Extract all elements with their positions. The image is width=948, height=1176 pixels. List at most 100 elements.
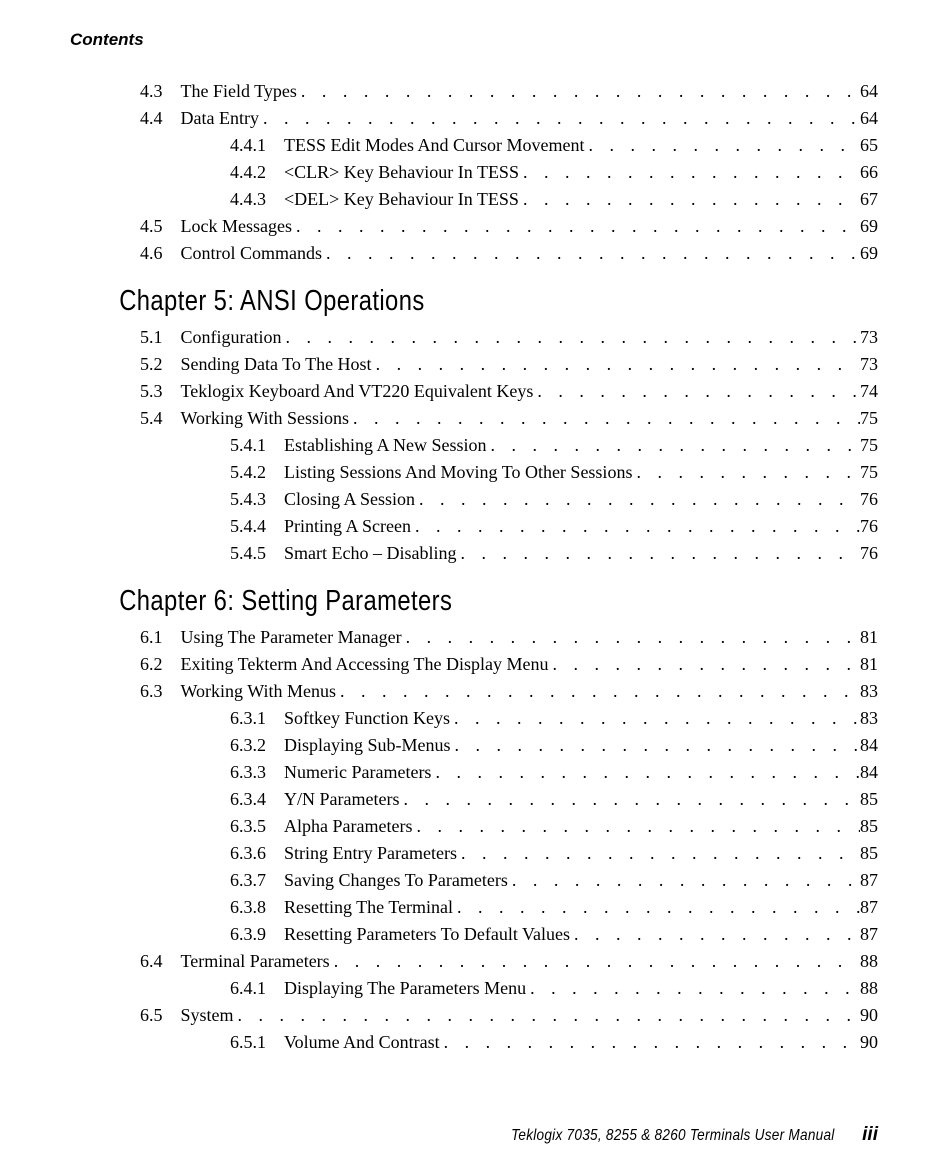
toc-leader-dots — [259, 105, 860, 132]
toc-entry-page: 64 — [860, 78, 878, 105]
toc-entry: 4.4Data Entry64 — [70, 105, 878, 132]
toc-entry: 5.1Configuration 73 — [70, 324, 878, 351]
toc-entry-page: 87 — [860, 921, 878, 948]
toc-leader-dots — [487, 432, 860, 459]
toc-entry-page: 85 — [860, 840, 878, 867]
toc-leader-dots — [450, 705, 860, 732]
toc-entry: 4.6Control Commands 69 — [70, 240, 878, 267]
toc-leader-dots — [585, 132, 861, 159]
toc-entry-page: 75 — [860, 432, 878, 459]
toc-entry: 6.1Using The Parameter Manager 81 — [70, 624, 878, 651]
toc-entry: 6.5.1Volume And Contrast90 — [70, 1029, 878, 1056]
toc-entry-title: <DEL> Key Behaviour In TESS — [284, 186, 519, 213]
toc-entry: 6.3.6String Entry Parameters85 — [70, 840, 878, 867]
toc-leader-dots — [297, 78, 860, 105]
chapter-heading: Chapter 5: ANSI Operations — [70, 285, 733, 318]
chapter-heading: Chapter 6: Setting Parameters — [70, 585, 733, 618]
toc-entry-title: Establishing A New Session — [284, 432, 487, 459]
toc-entry: 6.3.5Alpha Parameters85 — [70, 813, 878, 840]
toc-entry-number: 6.3.7 — [230, 867, 284, 894]
toc-entry-title: Saving Changes To Parameters — [284, 867, 508, 894]
toc-entry: 6.3.3Numeric Parameters84 — [70, 759, 878, 786]
toc-leader-dots — [451, 732, 861, 759]
toc-entry-page: 83 — [860, 705, 878, 732]
toc-leader-dots — [234, 1002, 860, 1029]
toc-entry: 5.4.3Closing A Session76 — [70, 486, 878, 513]
toc-entry-number: 6.3.8 — [230, 894, 284, 921]
toc-entry-title: TESS Edit Modes And Cursor Movement — [284, 132, 585, 159]
toc-entry-page: 73 — [860, 351, 878, 378]
toc-entry: 6.3.7Saving Changes To Parameters 87 — [70, 867, 878, 894]
toc-entry-number: 6.3 — [140, 678, 181, 705]
toc-entry-title: Using The Parameter Manager — [181, 624, 402, 651]
toc-entry-number: 6.3.3 — [230, 759, 284, 786]
toc-entry: 5.4.2Listing Sessions And Moving To Othe… — [70, 459, 878, 486]
toc-entry-page: 85 — [860, 786, 878, 813]
toc-leader-dots — [282, 324, 861, 351]
toc-entry-title: Printing A Screen — [284, 513, 411, 540]
toc-entry-page: 69 — [860, 213, 878, 240]
toc-entry-number: 5.1 — [140, 324, 181, 351]
toc-entry-number: 6.3.5 — [230, 813, 284, 840]
toc-entry-page: 73 — [860, 324, 878, 351]
toc-entry-title: Exiting Tekterm And Accessing The Displa… — [181, 651, 549, 678]
footer-page-number: iii — [862, 1124, 878, 1146]
toc-entry-title: <CLR> Key Behaviour In TESS — [284, 159, 519, 186]
toc-entry-page: 85 — [860, 813, 878, 840]
toc-entry-number: 6.1 — [140, 624, 181, 651]
toc-leader-dots — [519, 186, 860, 213]
toc-entry-page: 83 — [860, 678, 878, 705]
toc-leader-dots — [519, 159, 860, 186]
toc-entry-title: Control Commands — [181, 240, 323, 267]
toc-entry-page: 84 — [860, 759, 878, 786]
toc-entry: 6.5System90 — [70, 1002, 878, 1029]
toc-entry-number: 4.3 — [140, 78, 181, 105]
toc-entry-number: 6.4 — [140, 948, 181, 975]
toc-entry-number: 6.3.9 — [230, 921, 284, 948]
toc-entry-number: 4.4 — [140, 105, 181, 132]
toc-leader-dots — [402, 624, 860, 651]
toc-entry-page: 67 — [860, 186, 878, 213]
toc-leader-dots — [336, 678, 860, 705]
toc-entry: 5.3Teklogix Keyboard And VT220 Equivalen… — [70, 378, 878, 405]
toc-entry-number: 6.3.2 — [230, 732, 284, 759]
toc-entry: 6.3Working With Menus83 — [70, 678, 878, 705]
toc-entry: 4.4.2<CLR> Key Behaviour In TESS66 — [70, 159, 878, 186]
toc-entry-title: Smart Echo – Disabling — [284, 540, 456, 567]
toc-leader-dots — [508, 867, 860, 894]
toc-entry-page: 87 — [860, 867, 878, 894]
toc-entry-number: 4.6 — [140, 240, 181, 267]
toc-entry-number: 6.5.1 — [230, 1029, 284, 1056]
page-footer: Teklogix 7035, 8255 & 8260 Terminals Use… — [454, 1124, 878, 1146]
toc-entry-number: 6.2 — [140, 651, 181, 678]
toc-leader-dots — [372, 351, 860, 378]
toc-entry-number: 4.5 — [140, 213, 181, 240]
toc-entry-number: 6.5 — [140, 1002, 181, 1029]
toc-leader-dots — [526, 975, 860, 1002]
toc-entry: 4.3The Field Types64 — [70, 78, 878, 105]
toc-entry-number: 5.4.5 — [230, 540, 284, 567]
toc-entry-number: 5.2 — [140, 351, 181, 378]
toc-entry: 4.4.1TESS Edit Modes And Cursor Movement… — [70, 132, 878, 159]
toc-entry: 5.4.5Smart Echo – Disabling76 — [70, 540, 878, 567]
toc-entry-page: 81 — [860, 624, 878, 651]
toc-entry-title: Configuration — [181, 324, 282, 351]
toc-entry-page: 76 — [860, 486, 878, 513]
toc-entry: 5.4.1Establishing A New Session 75 — [70, 432, 878, 459]
toc-entry: 6.3.2Displaying Sub-Menus84 — [70, 732, 878, 759]
toc-leader-dots — [292, 213, 860, 240]
toc-entry-title: Softkey Function Keys — [284, 705, 450, 732]
toc-entry: 6.4Terminal Parameters88 — [70, 948, 878, 975]
toc-entry-page: 90 — [860, 1029, 878, 1056]
toc-entry-number: 6.4.1 — [230, 975, 284, 1002]
toc-entry: 5.2Sending Data To The Host73 — [70, 351, 878, 378]
toc-entry-page: 88 — [860, 948, 878, 975]
toc-entry-page: 69 — [860, 240, 878, 267]
footer-manual-title: Teklogix 7035, 8255 & 8260 Terminals Use… — [511, 1127, 834, 1145]
toc-entry-number: 5.4.1 — [230, 432, 284, 459]
toc-entry-page: 75 — [860, 459, 878, 486]
toc-entry-page: 66 — [860, 159, 878, 186]
toc-entry: 6.2Exiting Tekterm And Accessing The Dis… — [70, 651, 878, 678]
toc-leader-dots — [549, 651, 860, 678]
toc-entry-page: 84 — [860, 732, 878, 759]
